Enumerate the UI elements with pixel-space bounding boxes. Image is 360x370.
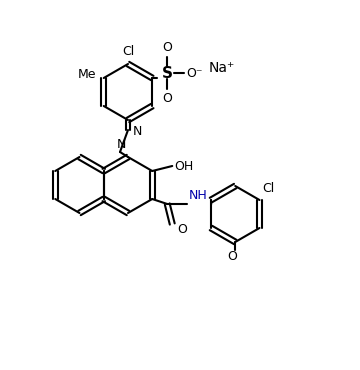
Text: OH: OH [174, 159, 193, 172]
Text: N: N [117, 138, 126, 151]
Text: O⁻: O⁻ [186, 67, 203, 80]
Text: Cl: Cl [262, 182, 275, 195]
Text: O: O [227, 250, 237, 263]
Text: O: O [162, 92, 172, 105]
Text: NH: NH [189, 189, 208, 202]
Text: S: S [162, 65, 173, 81]
Text: Na⁺: Na⁺ [209, 61, 235, 75]
Text: Me: Me [77, 67, 96, 81]
Text: Cl: Cl [122, 45, 134, 58]
Text: O: O [177, 222, 187, 235]
Text: O: O [162, 41, 172, 54]
Text: N: N [133, 125, 142, 138]
